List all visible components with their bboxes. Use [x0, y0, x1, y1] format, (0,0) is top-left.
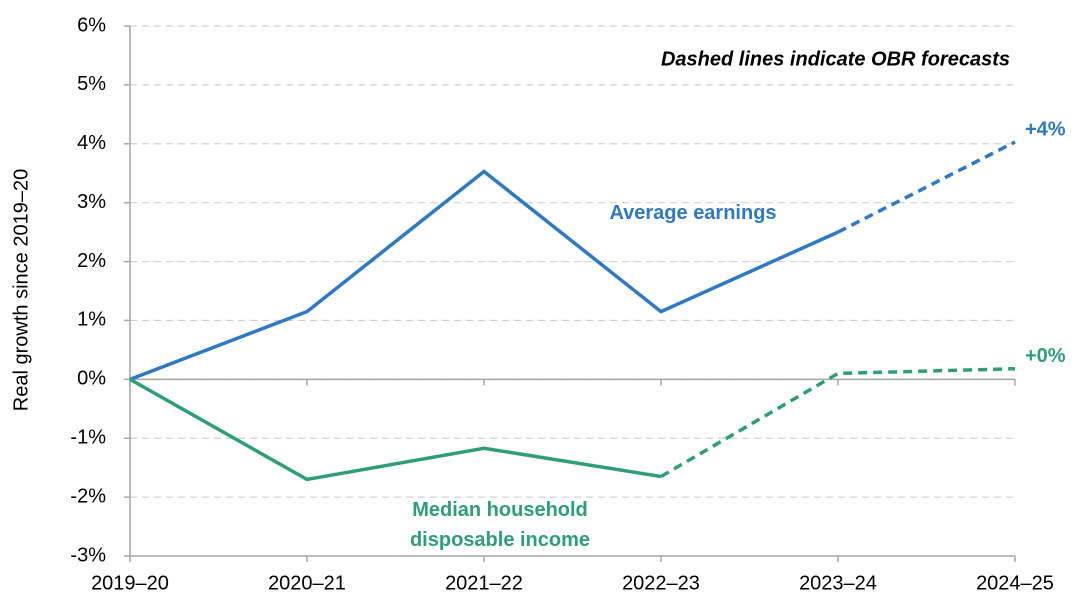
x-tick-label: 2023–24 [799, 572, 877, 594]
end-label: +4% [1025, 118, 1066, 140]
series-label: Average earnings [609, 202, 777, 224]
series-label-box: Median household disposable income [409, 499, 591, 551]
x-tick-label: 2019–20 [91, 572, 169, 594]
y-tick-label: -3% [70, 544, 106, 566]
series-line [129, 377, 662, 482]
y-tick-label: 0% [77, 368, 106, 390]
y-tick-label: 2% [77, 250, 106, 272]
y-tick-label: 4% [77, 132, 106, 154]
y-tick-label: -2% [70, 485, 106, 507]
y-tick-label: 3% [77, 191, 106, 213]
y-tick-label: -1% [70, 427, 106, 449]
series-label-box: Average earnings [609, 202, 777, 224]
y-tick-label: 5% [77, 73, 106, 95]
end-label: +0% [1025, 345, 1066, 367]
x-tick-label: 2024–25 [976, 572, 1054, 594]
y-axis-label: Real growth since 2019–20 [10, 169, 32, 411]
x-tick-label: 2021–22 [445, 572, 523, 594]
series-label: Median household disposable income [409, 499, 591, 551]
series-line [129, 169, 839, 381]
y-tick-label: 6% [77, 14, 106, 36]
forecast-line [837, 140, 1016, 234]
y-tick-label: 1% [77, 309, 106, 331]
x-tick-label: 2020–21 [268, 572, 346, 594]
annotation: Dashed lines indicate OBR forecasts [661, 48, 1010, 70]
x-tick-label: 2022–23 [622, 572, 700, 594]
forecast-line [660, 366, 1016, 479]
